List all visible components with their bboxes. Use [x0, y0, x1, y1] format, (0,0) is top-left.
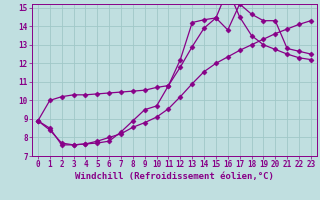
X-axis label: Windchill (Refroidissement éolien,°C): Windchill (Refroidissement éolien,°C) [75, 172, 274, 181]
